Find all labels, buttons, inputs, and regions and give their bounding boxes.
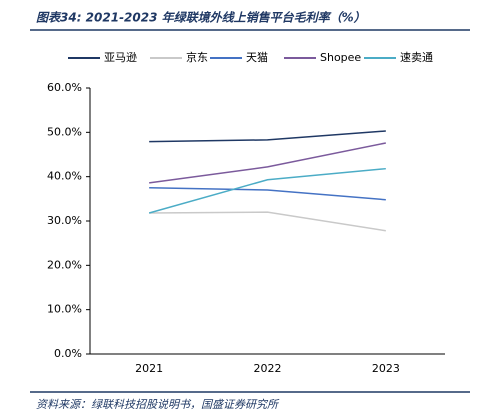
series-line bbox=[149, 130, 386, 143]
y-tick-label: 20.0% bbox=[47, 258, 82, 271]
y-tick-label: 0.0% bbox=[54, 347, 82, 360]
x-tick-label: 2023 bbox=[372, 362, 400, 375]
y-tick-label: 60.0% bbox=[47, 81, 82, 94]
series-line bbox=[148, 167, 386, 214]
y-tick-label: 10.0% bbox=[47, 303, 82, 316]
source: 资料来源：绿联科技招股说明书，国盛证券研究所 bbox=[36, 398, 280, 411]
series-line bbox=[149, 211, 386, 232]
x-tick-label: 2021 bbox=[135, 362, 163, 375]
legend-label: 速卖通 bbox=[400, 51, 433, 64]
x-tick-label: 2022 bbox=[254, 362, 282, 375]
legend-label: 京东 bbox=[186, 50, 208, 64]
y-tick-label: 30.0% bbox=[47, 214, 82, 227]
series-line bbox=[149, 142, 386, 184]
legend-label: 天猫 bbox=[246, 51, 268, 64]
chart-title: 图表34: 2021-2023 年绿联境外线上销售平台毛利率（%） bbox=[36, 11, 366, 25]
legend-label: Shopee bbox=[320, 51, 361, 64]
series-line bbox=[149, 187, 386, 201]
legend-label: 亚马逊 bbox=[104, 51, 137, 64]
y-tick-label: 50.0% bbox=[47, 125, 82, 138]
y-tick-label: 40.0% bbox=[47, 170, 82, 183]
